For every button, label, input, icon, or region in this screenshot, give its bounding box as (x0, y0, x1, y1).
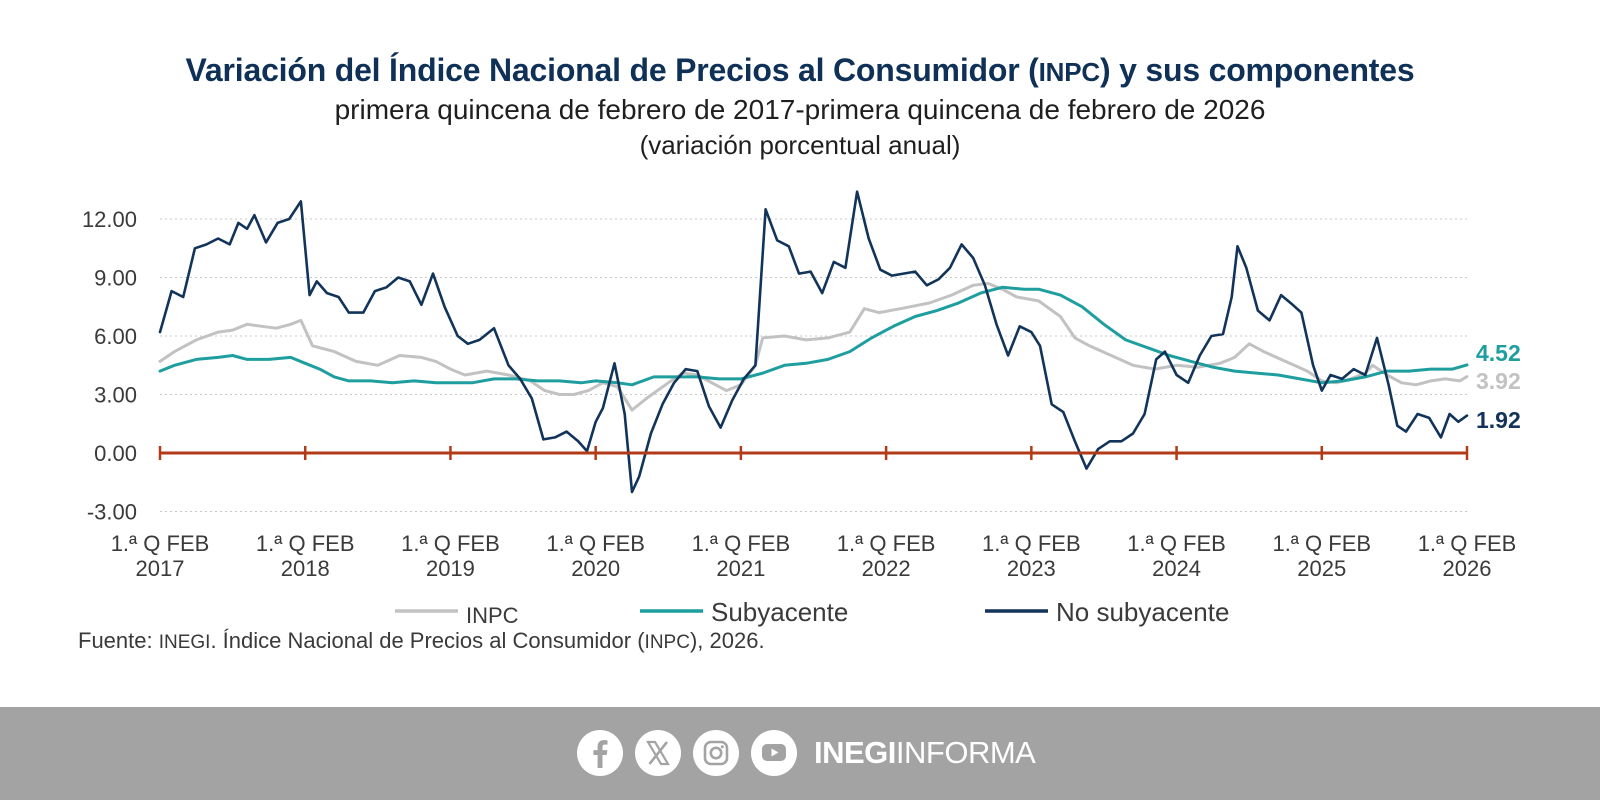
x-tick-year: 2020 (571, 556, 620, 581)
source-org: INEGI (158, 632, 211, 653)
x-tick-year: 2026 (1443, 556, 1492, 581)
x-tick-label: 1.ª Q FEB (982, 531, 1081, 556)
x-tick-label: 1.ª Q FEB (1127, 531, 1226, 556)
x-tick-label: 1.ª Q FEB (1418, 531, 1517, 556)
legend-label-no-subyacente: No subyacente (1056, 597, 1229, 627)
chart-subtitle: primera quincena de febrero de 2017-prim… (334, 94, 1266, 125)
y-tick-label: -3.00 (87, 500, 137, 525)
facebook-icon[interactable] (577, 730, 623, 776)
series-line-subyacente (158, 285, 1469, 387)
x-icon[interactable] (635, 730, 681, 776)
source-prefix: Fuente: (78, 628, 159, 653)
line-chart: 12.009.006.003.000.00-3.001.ª Q FEB20171… (82, 190, 1521, 628)
source-text-2: ), 2026. (689, 628, 765, 653)
brand-logo: INEGIINFORMA (814, 735, 1036, 771)
y-tick-label: 12.00 (82, 207, 137, 232)
chart-units: (variación porcentual anual) (639, 130, 961, 160)
x-tick-year: 2025 (1297, 556, 1346, 581)
x-tick-year: 2023 (1007, 556, 1056, 581)
y-tick-label: 0.00 (94, 441, 137, 466)
end-label-subyacente: 4.52 (1476, 340, 1521, 366)
x-tick-label: 1.ª Q FEB (692, 531, 791, 556)
y-tick-label: 9.00 (94, 266, 137, 291)
end-label-inpc: 3.92 (1476, 368, 1521, 394)
x-tick-year: 2022 (862, 556, 911, 581)
legend-label-subyacente: Subyacente (711, 597, 848, 627)
y-tick-label: 6.00 (94, 324, 137, 349)
x-tick-year: 2019 (426, 556, 475, 581)
title-abbr: INPC (1038, 57, 1101, 87)
brand-bold: INEGI (814, 735, 896, 770)
x-tick-year: 2017 (136, 556, 185, 581)
youtube-icon[interactable] (751, 730, 797, 776)
series-line-inpc (158, 281, 1469, 412)
y-tick-label: 3.00 (94, 383, 137, 408)
end-label-no-subyacente: 1.92 (1476, 407, 1521, 433)
title-part-1: Variación del Índice Nacional de Precios… (185, 52, 1039, 88)
x-tick-label: 1.ª Q FEB (1272, 531, 1371, 556)
brand-light: INFORMA (895, 735, 1036, 770)
source-text-1: . Índice Nacional de Precios al Consumid… (210, 628, 645, 653)
instagram-icon[interactable] (693, 730, 739, 776)
source-abbr: INPC (644, 632, 690, 653)
title-part-2: ) y sus componentes (1099, 52, 1415, 88)
x-tick-year: 2018 (281, 556, 330, 581)
x-tick-label: 1.ª Q FEB (111, 531, 210, 556)
x-tick-year: 2024 (1152, 556, 1201, 581)
footer-bar: INEGIINFORMA (0, 707, 1600, 800)
source-note: Fuente: INEGI. Índice Nacional de Precio… (78, 628, 765, 654)
x-tick-label: 1.ª Q FEB (256, 531, 355, 556)
x-tick-label: 1.ª Q FEB (837, 531, 936, 556)
x-tick-label: 1.ª Q FEB (546, 531, 645, 556)
chart-title: Variación del Índice Nacional de Precios… (0, 52, 1600, 89)
legend-label-inpc: INPC (466, 603, 519, 628)
series-line-no-subyacente (158, 190, 1469, 494)
x-tick-year: 2021 (716, 556, 765, 581)
x-tick-label: 1.ª Q FEB (401, 531, 500, 556)
